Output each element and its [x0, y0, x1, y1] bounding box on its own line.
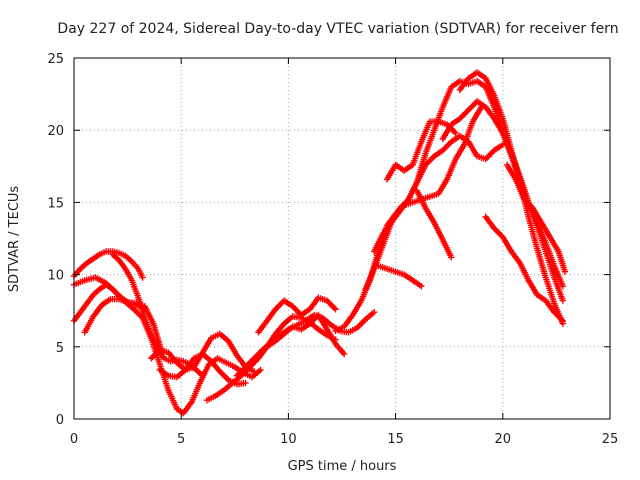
y-tick-label: 25	[47, 52, 64, 67]
x-tick-label: 5	[177, 432, 185, 447]
series-arc-7	[156, 350, 249, 388]
axis-ticks	[73, 57, 611, 420]
data-point	[242, 379, 249, 387]
x-tick-label: 20	[495, 432, 512, 447]
x-axis-label: GPS time / hours	[288, 459, 397, 474]
series-arc-2	[70, 248, 146, 281]
data-point	[340, 350, 348, 358]
y-tick-label: 0	[56, 413, 64, 428]
series-arc-5	[109, 251, 206, 379]
data-point	[332, 306, 339, 313]
series-arc-16	[383, 118, 459, 183]
series-arc-17	[413, 187, 455, 261]
series-arc-21	[503, 161, 569, 275]
data-point	[559, 297, 567, 304]
data-point	[257, 366, 264, 374]
data-point	[559, 282, 567, 290]
data-point	[418, 282, 425, 290]
data-point	[139, 274, 146, 281]
data-point	[559, 317, 567, 325]
y-axis-label: SDTVAR / TECUs	[7, 186, 22, 293]
series-arc-8	[203, 313, 339, 404]
series-arc-1	[70, 274, 264, 417]
data-point	[448, 254, 455, 261]
series-arc-15	[375, 262, 425, 290]
x-tick-label: 10	[280, 432, 297, 447]
x-tick-label: 0	[70, 432, 78, 447]
tick-labels: 0 5 10 15 20 25 0 5 10 15 20 25	[47, 52, 618, 447]
y-tick-label: 15	[47, 196, 64, 211]
series-arc-11	[263, 311, 348, 358]
chart-title: Day 227 of 2024, Sidereal Day-to-day VTE…	[57, 21, 618, 37]
plot-frame	[73, 57, 611, 420]
data-points	[70, 69, 569, 417]
data-point	[561, 268, 569, 275]
data-point	[250, 368, 258, 375]
y-tick-label: 5	[56, 341, 64, 356]
data-point	[452, 129, 459, 137]
data-point	[370, 308, 378, 316]
series-arc-10	[255, 294, 339, 336]
series-arc-20	[482, 213, 567, 325]
y-tick-label: 10	[47, 269, 64, 284]
y-tick-label: 20	[47, 124, 64, 139]
x-tick-label: 15	[387, 432, 404, 447]
grid	[74, 58, 610, 419]
series-arc-9	[233, 308, 378, 379]
x-tick-label: 25	[602, 432, 619, 447]
data-point	[199, 372, 206, 379]
series-arc-19	[456, 69, 567, 327]
